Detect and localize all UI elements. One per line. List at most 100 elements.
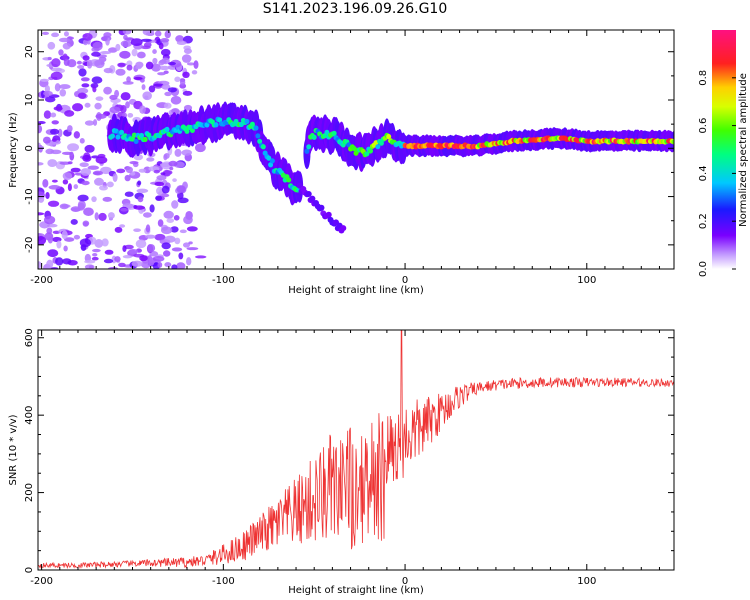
noise-blob	[144, 234, 156, 239]
noise-blob	[120, 207, 129, 212]
noise-blob	[61, 151, 73, 155]
noise-blob	[122, 245, 127, 253]
noise-blob	[173, 215, 180, 221]
noise-blob	[176, 40, 187, 45]
noise-blob	[47, 236, 53, 244]
bottom-y-tick-label: 0	[24, 567, 35, 573]
noise-blob	[95, 96, 104, 101]
noise-blob	[73, 234, 81, 240]
noise-blob	[95, 156, 108, 164]
noise-blob	[42, 136, 51, 144]
noise-blob	[133, 205, 146, 210]
noise-blob	[191, 70, 198, 75]
noise-blob	[84, 120, 95, 126]
noise-blob	[108, 47, 118, 53]
noise-blob	[127, 112, 134, 118]
noise-blob	[82, 55, 90, 61]
noise-blob	[153, 169, 160, 174]
noise-blob	[164, 235, 176, 243]
noise-blob	[91, 51, 101, 57]
noise-blob	[152, 49, 157, 55]
noise-blob	[67, 143, 80, 152]
ridge-point	[255, 133, 261, 139]
noise-blob	[171, 247, 183, 252]
noise-blob	[122, 30, 132, 35]
snr-panel: -200 -100 0 100 0 200 400 600 Height of straigh…	[8, 328, 675, 596]
noise-blob	[174, 148, 182, 157]
noise-blob	[153, 83, 164, 87]
noise-blob	[135, 65, 142, 70]
branch-point	[309, 195, 316, 202]
noise-blob	[122, 81, 134, 85]
noise-blob	[62, 258, 72, 265]
noise-blob	[178, 252, 184, 260]
noise-blob	[133, 76, 143, 80]
noise-blob	[130, 38, 143, 47]
noise-blob	[146, 157, 155, 162]
noise-blob	[62, 42, 71, 50]
noise-blob	[91, 76, 103, 84]
noise-blob	[163, 250, 171, 257]
noise-blob	[43, 90, 53, 97]
snr-series-line	[38, 330, 674, 570]
noise-blob	[152, 57, 158, 65]
noise-blob	[172, 178, 177, 183]
noise-blob	[140, 38, 152, 42]
top-y-tick-label: -20	[24, 237, 35, 253]
noise-blob	[58, 37, 71, 43]
noise-blob	[149, 259, 155, 266]
noise-blob	[84, 102, 91, 108]
noise-blob	[63, 58, 70, 67]
noise-blob	[157, 219, 164, 227]
noise-blob	[63, 237, 75, 242]
noise-blob	[118, 262, 126, 268]
noise-blob	[167, 87, 177, 93]
noise-blob	[84, 264, 95, 269]
noise-blob	[42, 179, 49, 188]
ridge-point	[378, 140, 384, 146]
noise-blob	[124, 244, 134, 250]
noise-blob	[174, 237, 181, 245]
noise-blob	[102, 196, 113, 202]
noise-blob	[92, 119, 98, 126]
noise-blob	[70, 167, 81, 173]
noise-blob	[145, 61, 154, 70]
noise-blob	[142, 30, 155, 36]
noise-blob	[58, 84, 71, 90]
bottom-x-axis-title: Height of straight line (km)	[288, 585, 424, 596]
noise-blob	[186, 257, 192, 266]
noise-blob	[79, 162, 89, 168]
noise-blob	[76, 60, 82, 65]
colorbar-tick-label: 0.8	[698, 70, 709, 86]
noise-blob	[51, 179, 58, 183]
noise-blob	[47, 159, 58, 168]
noise-blob	[164, 30, 171, 39]
noise-blob	[182, 90, 193, 96]
noise-blob	[94, 177, 104, 186]
noise-blob	[51, 138, 57, 142]
noise-blob	[112, 173, 118, 182]
noise-blob	[82, 154, 92, 162]
noise-blob	[135, 239, 147, 249]
ridge-point	[375, 144, 381, 150]
ridge-point	[268, 162, 274, 168]
ridge-point	[115, 134, 121, 140]
noise-blob	[149, 204, 155, 213]
noise-blob	[38, 162, 44, 166]
noise-blob	[50, 71, 63, 81]
ridge-point	[129, 136, 135, 142]
ridge-point	[266, 155, 272, 161]
ridge-point	[260, 144, 266, 150]
noise-blob	[59, 203, 69, 210]
bottom-y-axis-title: SNR (10 * v/v)	[8, 414, 19, 485]
noise-blob	[128, 248, 139, 255]
noise-blob	[81, 180, 90, 186]
noise-blob	[103, 86, 112, 95]
noise-blob	[182, 71, 190, 79]
ridge-point	[164, 126, 170, 132]
noise-blob	[170, 226, 179, 233]
noise-blob	[95, 113, 107, 119]
noise-blob	[73, 131, 81, 139]
bottom-x-tick-label: 100	[577, 576, 596, 587]
